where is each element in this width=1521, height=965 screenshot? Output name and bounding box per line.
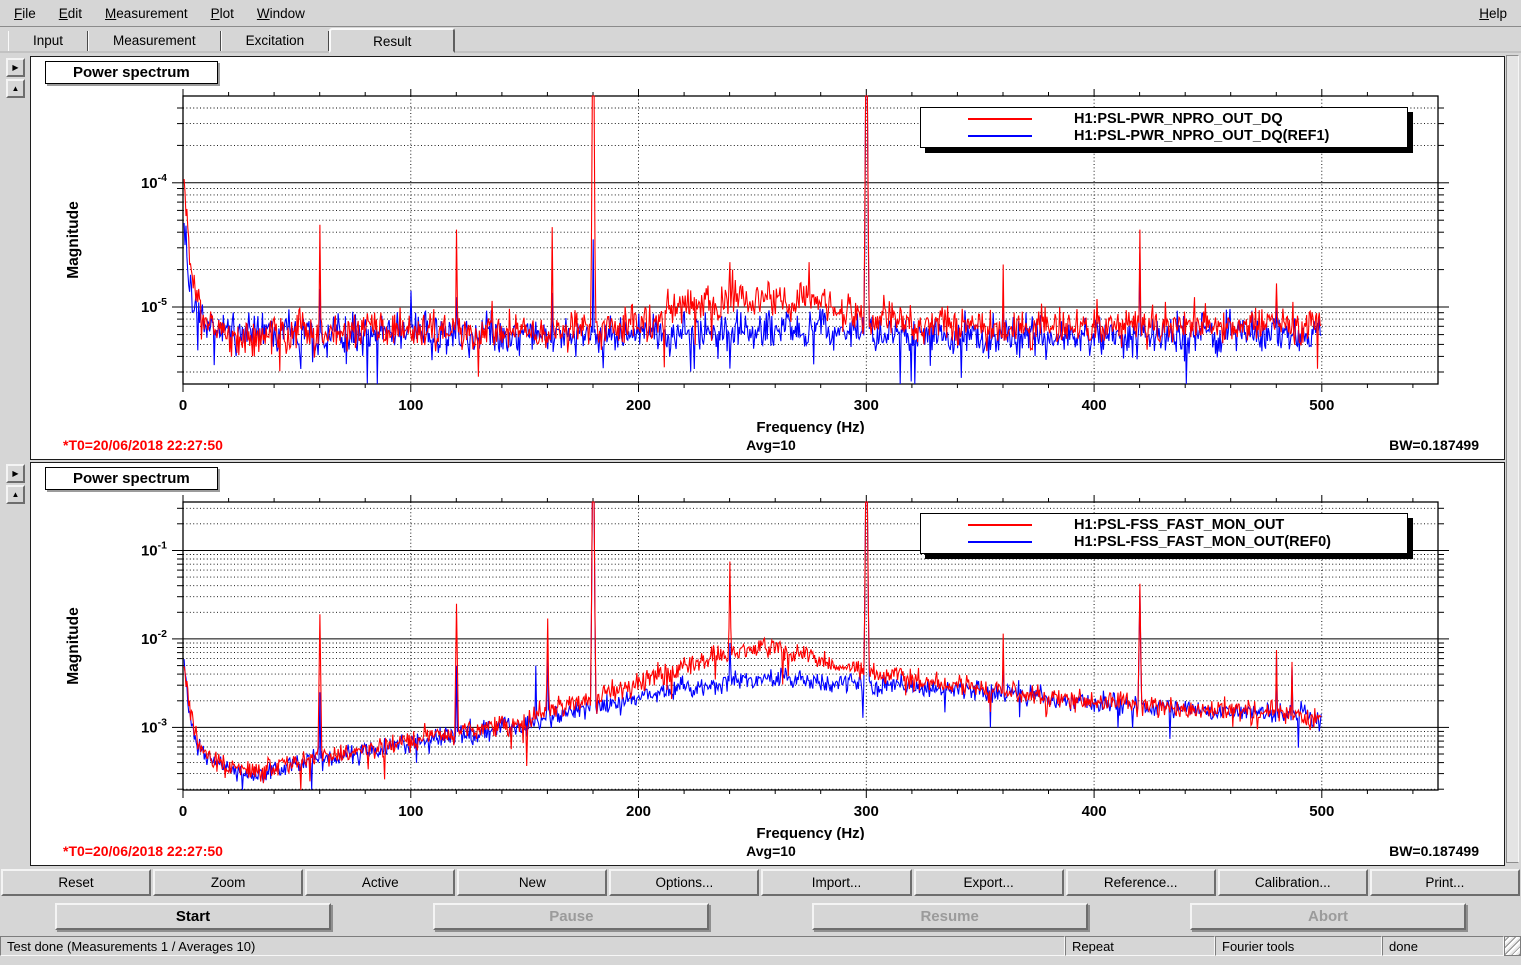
status-bar: Test done (Measurements 1 / Averages 10)…: [0, 936, 1521, 956]
svg-text:200: 200: [626, 397, 651, 414]
svg-text:Magnitude: Magnitude: [65, 201, 82, 279]
reference-button[interactable]: Reference...: [1066, 869, 1216, 896]
svg-text:100: 100: [398, 803, 423, 820]
status-tools: Fourier tools: [1215, 936, 1382, 956]
plot-row-1: ▶ ▲ Power spectrum 10-4 10-5 0 100 200 300 400…: [0, 56, 1505, 460]
bandwidth-label: BW=0.187499: [1389, 437, 1479, 453]
plot1-title: Power spectrum: [45, 61, 218, 84]
averages-label: Avg=10: [746, 437, 796, 453]
resize-grip[interactable]: [1504, 936, 1521, 956]
averages-label: Avg=10: [746, 843, 796, 859]
legend-label: H1:PSL-FSS_FAST_MON_OUT: [1074, 517, 1284, 533]
plot2-pane-button[interactable]: ▶: [6, 464, 25, 483]
svg-text:200: 200: [626, 803, 651, 820]
plots-region: ▶ ▲ Power spectrum 10-4 10-5 0 100 200 300 400…: [0, 53, 1521, 866]
print-button[interactable]: Print...: [1370, 869, 1520, 896]
power-spectrum-panel-1: Power spectrum 10-4 10-5 0 100 200 300 400 500 M…: [30, 56, 1505, 460]
tab-input[interactable]: Input: [8, 31, 88, 51]
plot1-legend: H1:PSL-PWR_NPRO_OUT_DQ H1:PSL-PWR_NPRO_O…: [920, 107, 1408, 148]
plot1-gutter: ▶ ▲: [0, 56, 30, 460]
menu-bar: File Edit Measurement Plot Window Help: [0, 0, 1521, 27]
legend-row: H1:PSL-PWR_NPRO_OUT_DQ(REF1): [921, 127, 1407, 144]
svg-text:100: 100: [398, 397, 423, 414]
tab-measurement[interactable]: Measurement: [88, 31, 221, 51]
red-trace-sample: [968, 118, 1032, 120]
pause-button[interactable]: Pause: [433, 903, 709, 930]
svg-text:0: 0: [179, 397, 187, 414]
right-arrow-icon: ▶: [12, 469, 18, 478]
plot1-footer: *T0=20/06/2018 22:27:50 Avg=10 BW=0.1874…: [63, 437, 1479, 454]
abort-button[interactable]: Abort: [1190, 903, 1466, 930]
plot2-gutter: ▶ ▲: [0, 462, 30, 866]
menu-file[interactable]: File: [10, 4, 40, 23]
up-arrow-icon: ▲: [12, 84, 20, 93]
new-button[interactable]: New: [457, 869, 607, 896]
plot2-legend: H1:PSL-FSS_FAST_MON_OUT H1:PSL-FSS_FAST_…: [920, 513, 1408, 554]
bandwidth-label: BW=0.187499: [1389, 843, 1479, 859]
tab-result[interactable]: Result: [329, 28, 455, 53]
svg-text:10-4: 10-4: [141, 172, 167, 192]
svg-text:Frequency (Hz): Frequency (Hz): [756, 419, 864, 434]
menu-plot[interactable]: Plot: [207, 4, 238, 23]
plot1-collapse-button[interactable]: ▲: [6, 79, 25, 98]
reset-button[interactable]: Reset: [1, 869, 151, 896]
svg-text:300: 300: [854, 803, 879, 820]
menu-help[interactable]: Help: [1475, 4, 1511, 23]
status-repeat: Repeat: [1065, 936, 1215, 956]
legend-row: H1:PSL-PWR_NPRO_OUT_DQ: [921, 110, 1407, 127]
plot2-footer: *T0=20/06/2018 22:27:50 Avg=10 BW=0.1874…: [63, 843, 1479, 860]
plot2-title: Power spectrum: [45, 467, 218, 490]
options-button[interactable]: Options...: [609, 869, 759, 896]
svg-text:Magnitude: Magnitude: [65, 607, 82, 685]
start-button[interactable]: Start: [55, 903, 331, 930]
svg-text:500: 500: [1309, 803, 1334, 820]
red-trace-sample: [968, 524, 1032, 526]
svg-text:10-3: 10-3: [141, 716, 167, 736]
legend-label: H1:PSL-PWR_NPRO_OUT_DQ: [1074, 111, 1283, 127]
menu-measurement[interactable]: Measurement: [101, 4, 192, 23]
power-spectrum-panel-2: Power spectrum 10-1 10-2 10-3 0 100 200 300 400…: [30, 462, 1505, 866]
svg-text:10-1: 10-1: [141, 539, 167, 559]
t0-timestamp: *T0=20/06/2018 22:27:50: [63, 843, 223, 859]
svg-text:10-5: 10-5: [141, 296, 167, 316]
svg-text:Frequency (Hz): Frequency (Hz): [756, 825, 864, 840]
legend-row: H1:PSL-FSS_FAST_MON_OUT: [921, 516, 1407, 533]
svg-text:10-2: 10-2: [141, 628, 167, 648]
up-arrow-icon: ▲: [12, 490, 20, 499]
resume-button[interactable]: Resume: [812, 903, 1088, 930]
status-message: Test done (Measurements 1 / Averages 10): [0, 936, 1065, 956]
zoom-button[interactable]: Zoom: [153, 869, 303, 896]
tab-excitation[interactable]: Excitation: [221, 31, 330, 51]
menu-edit[interactable]: Edit: [55, 4, 86, 23]
svg-text:400: 400: [1082, 803, 1107, 820]
svg-text:0: 0: [179, 803, 187, 820]
right-arrow-icon: ▶: [12, 63, 18, 72]
plot-toolbar: Reset Zoom Active New Options... Import.…: [0, 866, 1521, 898]
svg-text:300: 300: [854, 397, 879, 414]
diagnostics-window: { "menu": { "items": [ {"label": "File"}…: [0, 0, 1521, 965]
legend-label: H1:PSL-FSS_FAST_MON_OUT(REF0): [1074, 534, 1331, 550]
legend-row: H1:PSL-FSS_FAST_MON_OUT(REF0): [921, 533, 1407, 550]
menu-window[interactable]: Window: [253, 4, 309, 23]
plot1-pane-button[interactable]: ▶: [6, 58, 25, 77]
active-button[interactable]: Active: [305, 869, 455, 896]
measurement-controls: Start Pause Resume Abort: [0, 898, 1521, 936]
calibration-button[interactable]: Calibration...: [1218, 869, 1368, 896]
svg-text:500: 500: [1309, 397, 1334, 414]
export-button[interactable]: Export...: [914, 869, 1064, 896]
t0-timestamp: *T0=20/06/2018 22:27:50: [63, 437, 223, 453]
svg-text:400: 400: [1082, 397, 1107, 414]
vertical-pane-scrollbar[interactable]: [1506, 55, 1519, 863]
blue-trace-sample: [968, 135, 1032, 137]
status-state: done: [1382, 936, 1504, 956]
plot-row-2: ▶ ▲ Power spectrum 10-1 10-2 10-3 0 100 200 30…: [0, 462, 1505, 866]
import-button[interactable]: Import...: [761, 869, 911, 896]
tab-bar: Input Measurement Excitation Result: [0, 27, 1521, 53]
blue-trace-sample: [968, 541, 1032, 543]
plot2-collapse-button[interactable]: ▲: [6, 485, 25, 504]
legend-label: H1:PSL-PWR_NPRO_OUT_DQ(REF1): [1074, 128, 1329, 144]
